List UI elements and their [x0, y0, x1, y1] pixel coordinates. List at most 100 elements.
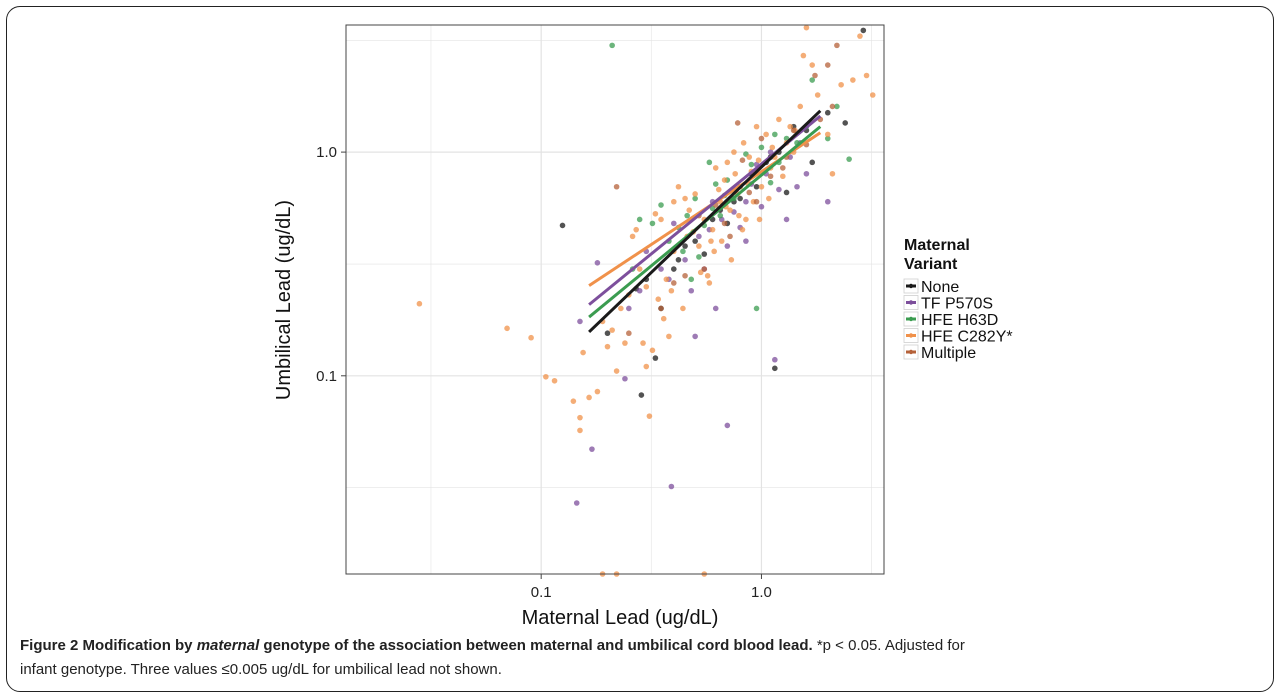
x-axis-title: Maternal Lead (ug/dL)	[522, 607, 719, 629]
data-point	[573, 500, 580, 506]
legend-key-point	[908, 349, 914, 355]
legend-title-line2: Variant	[904, 256, 958, 273]
data-point	[809, 62, 816, 68]
data-point	[809, 159, 816, 166]
data-point	[636, 216, 643, 223]
data-point	[688, 276, 695, 283]
y-tick-label: 0.1	[316, 368, 337, 385]
data-point	[758, 203, 765, 210]
data-point	[692, 191, 698, 197]
data-point	[609, 42, 615, 49]
data-point	[604, 330, 611, 337]
data-point	[776, 186, 782, 193]
data-point	[658, 216, 664, 223]
data-point	[776, 116, 782, 123]
plot-panel	[346, 25, 884, 574]
data-point	[717, 212, 724, 219]
data-point	[636, 266, 643, 272]
caption-title-italic: maternal	[196, 637, 260, 654]
data-point	[721, 177, 728, 183]
data-point	[682, 257, 688, 263]
data-point	[783, 189, 790, 196]
data-point	[814, 92, 821, 98]
data-point	[668, 483, 675, 490]
data-point	[740, 140, 747, 146]
data-point	[543, 373, 549, 380]
data-point	[594, 388, 601, 395]
data-point	[769, 144, 776, 151]
data-point	[753, 183, 760, 190]
data-point	[626, 330, 632, 337]
legend-label: None	[921, 279, 959, 296]
data-point	[824, 198, 831, 205]
data-point	[766, 195, 772, 202]
data-point	[663, 276, 670, 283]
scatter-chart: 0.1 1.0 0.1 1.0 Maternal Lead (ug/dL) Umbi…	[273, 24, 1013, 629]
legend-label: TF P570S	[921, 296, 993, 313]
data-point	[803, 24, 810, 31]
data-point	[829, 103, 836, 110]
data-point	[746, 189, 753, 196]
data-point	[671, 266, 677, 272]
plot-border	[345, 24, 885, 575]
data-point	[622, 375, 628, 382]
data-point	[763, 131, 769, 138]
data-point	[636, 287, 643, 294]
data-point	[660, 315, 667, 322]
data-point	[658, 305, 664, 312]
data-point	[724, 159, 731, 166]
data-point	[675, 257, 682, 263]
legend-key-point	[908, 316, 914, 322]
data-point	[767, 149, 774, 155]
legend-label: HFE H63D	[921, 312, 998, 329]
data-point	[863, 72, 870, 79]
data-point	[682, 272, 688, 279]
data-point	[850, 77, 856, 83]
data-point	[709, 226, 716, 233]
data-point	[824, 131, 831, 138]
data-point	[649, 347, 656, 354]
data-point	[787, 123, 793, 130]
y-axis-ticks: 0.1 1.0	[316, 144, 346, 385]
data-point	[577, 427, 583, 434]
legend-title-line1: Maternal	[904, 237, 970, 254]
data-point	[622, 340, 628, 346]
caption-note-line1: *p < 0.05. Adjusted for	[812, 637, 965, 654]
data-point	[701, 266, 708, 272]
data-point	[649, 220, 656, 227]
data-point	[824, 109, 831, 116]
data-point	[686, 207, 693, 213]
data-point	[739, 157, 746, 164]
data-point	[711, 248, 717, 255]
fit-lines	[588, 109, 822, 334]
data-point	[706, 159, 713, 166]
legend-label: HFE C282Y*	[921, 329, 1013, 346]
data-point	[684, 212, 690, 219]
data-point	[758, 183, 765, 190]
data-point	[504, 325, 510, 332]
data-point	[675, 183, 682, 190]
data-point	[671, 220, 677, 227]
data-point	[743, 238, 749, 244]
data-point	[658, 202, 664, 208]
data-point	[748, 161, 755, 168]
data-point	[724, 422, 731, 429]
data-point	[577, 414, 583, 421]
caption-title-post: genotype of the association between mate…	[259, 637, 813, 654]
data-point	[589, 446, 595, 452]
data-point	[783, 216, 790, 223]
data-point	[570, 398, 577, 404]
data-point	[692, 333, 698, 340]
data-point	[640, 340, 646, 346]
data-point	[743, 216, 749, 223]
data-point	[829, 170, 836, 177]
data-point	[706, 280, 713, 286]
legend-key-point	[908, 283, 914, 289]
data-point	[712, 305, 719, 312]
data-point	[727, 207, 733, 213]
data-point	[790, 127, 797, 134]
data-point	[577, 318, 583, 325]
data-point	[701, 251, 708, 257]
data-point	[551, 377, 558, 384]
